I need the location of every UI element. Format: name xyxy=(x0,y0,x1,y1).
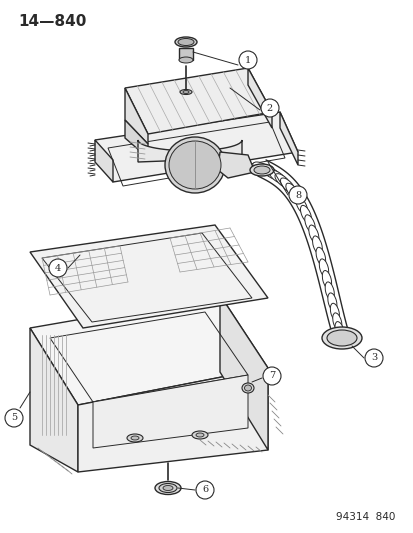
Ellipse shape xyxy=(312,236,322,254)
Ellipse shape xyxy=(300,205,311,223)
Polygon shape xyxy=(178,48,192,60)
Ellipse shape xyxy=(332,313,341,330)
Ellipse shape xyxy=(183,91,189,93)
Circle shape xyxy=(364,349,382,367)
Ellipse shape xyxy=(269,170,285,184)
Ellipse shape xyxy=(254,166,269,174)
Ellipse shape xyxy=(249,164,273,176)
Ellipse shape xyxy=(192,431,207,439)
Ellipse shape xyxy=(308,225,318,243)
Ellipse shape xyxy=(315,247,325,265)
Polygon shape xyxy=(279,112,297,165)
Ellipse shape xyxy=(258,165,275,177)
Polygon shape xyxy=(93,375,247,448)
Ellipse shape xyxy=(334,321,344,339)
Text: 1: 1 xyxy=(244,55,251,64)
Polygon shape xyxy=(78,368,267,472)
Ellipse shape xyxy=(154,481,180,495)
Polygon shape xyxy=(219,295,267,450)
Circle shape xyxy=(288,186,306,204)
Ellipse shape xyxy=(175,37,197,47)
Ellipse shape xyxy=(318,259,328,277)
Circle shape xyxy=(49,259,67,277)
Circle shape xyxy=(260,99,278,117)
Ellipse shape xyxy=(178,38,194,45)
Ellipse shape xyxy=(244,385,251,391)
Ellipse shape xyxy=(165,137,224,193)
Ellipse shape xyxy=(321,327,361,349)
Ellipse shape xyxy=(330,303,339,321)
Circle shape xyxy=(195,481,214,499)
Polygon shape xyxy=(95,112,297,182)
Ellipse shape xyxy=(324,282,334,300)
Ellipse shape xyxy=(327,293,336,311)
Ellipse shape xyxy=(304,215,315,233)
Polygon shape xyxy=(247,68,271,128)
Polygon shape xyxy=(125,68,271,134)
Ellipse shape xyxy=(280,178,294,193)
Ellipse shape xyxy=(332,334,350,342)
Ellipse shape xyxy=(263,167,281,180)
Text: 3: 3 xyxy=(370,353,376,362)
Ellipse shape xyxy=(195,433,204,437)
Text: 5: 5 xyxy=(11,414,17,423)
Ellipse shape xyxy=(159,483,177,492)
Text: 8: 8 xyxy=(294,190,300,199)
Ellipse shape xyxy=(242,383,254,393)
Circle shape xyxy=(5,409,23,427)
Circle shape xyxy=(238,51,256,69)
Polygon shape xyxy=(138,140,242,162)
Polygon shape xyxy=(218,152,254,178)
Ellipse shape xyxy=(285,183,299,199)
Ellipse shape xyxy=(274,174,290,188)
Ellipse shape xyxy=(169,141,221,189)
Polygon shape xyxy=(30,295,267,405)
Ellipse shape xyxy=(295,197,307,214)
Text: 6: 6 xyxy=(202,486,208,495)
Ellipse shape xyxy=(131,436,139,440)
Polygon shape xyxy=(125,88,147,144)
Text: 2: 2 xyxy=(266,103,273,112)
Ellipse shape xyxy=(290,190,303,206)
Polygon shape xyxy=(30,225,267,328)
Ellipse shape xyxy=(178,57,192,63)
Polygon shape xyxy=(125,120,147,158)
Polygon shape xyxy=(95,140,113,182)
Text: 4: 4 xyxy=(55,263,61,272)
Circle shape xyxy=(262,367,280,385)
Ellipse shape xyxy=(163,486,173,490)
Ellipse shape xyxy=(127,434,142,442)
Text: 7: 7 xyxy=(268,372,275,381)
Text: 94314  840: 94314 840 xyxy=(335,512,394,522)
Ellipse shape xyxy=(180,90,192,94)
Text: 14—840: 14—840 xyxy=(18,14,86,29)
Polygon shape xyxy=(30,328,78,472)
Ellipse shape xyxy=(326,330,356,346)
Ellipse shape xyxy=(322,271,331,289)
Ellipse shape xyxy=(252,162,271,174)
